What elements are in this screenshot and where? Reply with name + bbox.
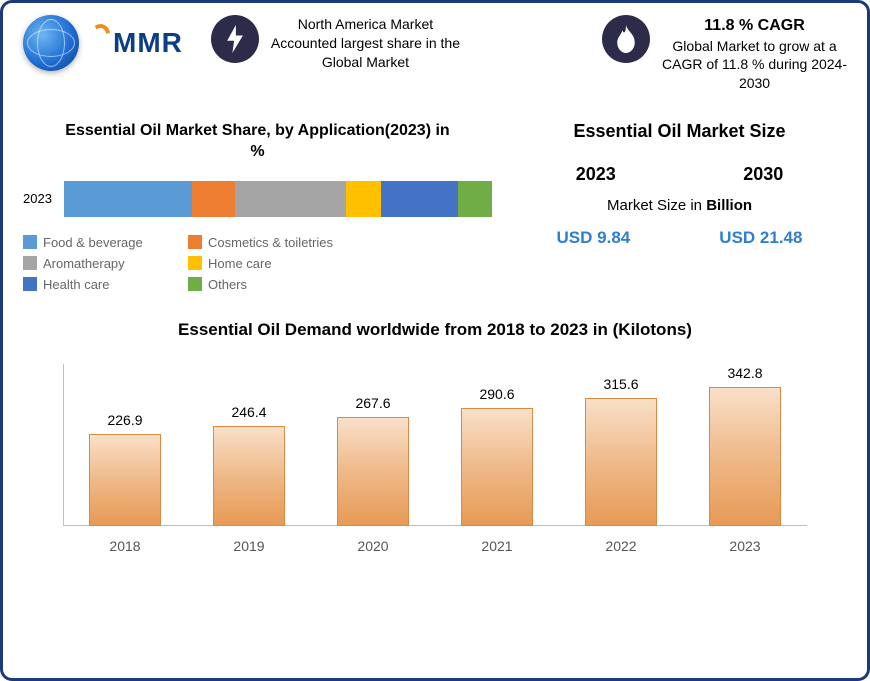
bar-column: 246.4 — [204, 404, 294, 526]
legend-label: Aromatherapy — [43, 256, 125, 271]
size-year-a: 2023 — [576, 164, 616, 185]
bar-value-label: 267.6 — [355, 395, 390, 411]
legend-label: Food & beverage — [43, 235, 143, 250]
bar — [461, 408, 533, 526]
bar — [709, 387, 781, 526]
legend-swatch — [188, 256, 202, 270]
stacked-bar — [64, 181, 492, 217]
legend-swatch — [188, 277, 202, 291]
cagr-sub1: Global Market to grow at a — [662, 37, 847, 56]
demand-title: Essential Oil Demand worldwide from 2018… — [23, 320, 847, 340]
na-market-text: North America Market Accounted largest s… — [271, 15, 460, 72]
cagr-block: 11.8 % CAGR Global Market to grow at a C… — [602, 15, 847, 93]
stacked-segment — [235, 181, 346, 217]
legend-swatch — [23, 235, 37, 249]
x-labels: 2018 2019 2020 2021 2022 2023 — [63, 538, 807, 554]
bar-column: 267.6 — [328, 395, 418, 525]
legend-label: Health care — [43, 277, 109, 292]
legend-label: Others — [208, 277, 247, 292]
bar — [213, 426, 285, 526]
bar-column: 342.8 — [700, 365, 790, 526]
bolt-icon — [211, 15, 259, 63]
size-sub-prefix: Market Size in — [607, 197, 706, 214]
cagr-sub3: 2030 — [662, 74, 847, 93]
stacked-year-label: 2023 — [23, 191, 52, 206]
x-tick-label: 2021 — [452, 538, 542, 554]
bar-value-label: 315.6 — [603, 376, 638, 392]
stacked-segment — [192, 181, 235, 217]
stacked-bar-row: 2023 — [23, 181, 492, 217]
stacked-segment — [381, 181, 458, 217]
demand-chart: 226.9246.4267.6290.6315.6342.8 201820192… — [63, 364, 807, 554]
share-title-line2: % — [23, 142, 492, 163]
demand-panel: Essential Oil Demand worldwide from 2018… — [23, 320, 847, 554]
bar-value-label: 226.9 — [107, 412, 142, 428]
legend-item: Food & beverage — [23, 235, 178, 250]
mmr-logo: MMR — [23, 15, 183, 71]
legend-item: Others — [188, 277, 343, 292]
na-line2: Accounted largest share in the — [271, 34, 460, 53]
x-tick-label: 2019 — [204, 538, 294, 554]
market-size-panel: Essential Oil Market Size 2023 2030 Mark… — [512, 121, 847, 292]
legend-item: Health care — [23, 277, 178, 292]
swoosh-icon — [83, 23, 109, 63]
mid-row: Essential Oil Market Share, by Applicati… — [23, 121, 847, 292]
legend-item: Home care — [188, 256, 343, 271]
legend-swatch — [188, 235, 202, 249]
size-val-a: USD 9.84 — [557, 228, 631, 248]
size-val-b: USD 21.48 — [719, 228, 802, 248]
na-market-block: North America Market Accounted largest s… — [211, 15, 460, 72]
na-line1: North America Market — [271, 15, 460, 34]
cagr-title: 11.8 % CAGR — [662, 15, 847, 37]
cagr-sub2: CAGR of 11.8 % during 2024- — [662, 55, 847, 74]
legend-swatch — [23, 277, 37, 291]
size-sub-bold: Billion — [706, 197, 752, 214]
market-share-panel: Essential Oil Market Share, by Applicati… — [23, 121, 492, 292]
share-chart-title: Essential Oil Market Share, by Applicati… — [23, 121, 492, 163]
bar — [337, 417, 409, 525]
na-line3: Global Market — [271, 53, 460, 72]
legend-swatch — [23, 256, 37, 270]
legend-label: Cosmetics & toiletries — [208, 235, 333, 250]
x-tick-label: 2023 — [700, 538, 790, 554]
legend-label: Home care — [208, 256, 272, 271]
x-tick-label: 2022 — [576, 538, 666, 554]
share-legend: Food & beverage Cosmetics & toiletries Aro… — [23, 235, 492, 292]
header-row: MMR North America Market Accounted large… — [23, 15, 847, 93]
bar-value-label: 290.6 — [479, 386, 514, 402]
bar — [585, 398, 657, 526]
size-values: USD 9.84 USD 21.48 — [512, 228, 847, 248]
x-tick-label: 2020 — [328, 538, 418, 554]
logo-text: MMR — [113, 27, 183, 59]
bar-column: 315.6 — [576, 376, 666, 526]
globe-icon — [23, 15, 79, 71]
share-title-line1: Essential Oil Market Share, by Applicati… — [23, 121, 492, 142]
bars-container: 226.9 246.4 267.6 290.6 315.6 342.8 — [63, 364, 807, 526]
flame-icon — [602, 15, 650, 63]
legend-item: Cosmetics & toiletries — [188, 235, 343, 250]
size-title: Essential Oil Market Size — [512, 121, 847, 142]
legend-item: Aromatherapy — [23, 256, 178, 271]
size-subtitle: Market Size in Billion — [512, 197, 847, 214]
bar-column: 226.9 — [80, 412, 170, 526]
size-year-b: 2030 — [743, 164, 783, 185]
size-years: 2023 2030 — [512, 164, 847, 185]
bar-value-label: 246.4 — [231, 404, 266, 420]
stacked-segment — [458, 181, 492, 217]
bar-column: 290.6 — [452, 386, 542, 526]
x-tick-label: 2018 — [80, 538, 170, 554]
stacked-segment — [346, 181, 380, 217]
bar-value-label: 342.8 — [727, 365, 762, 381]
cagr-text: 11.8 % CAGR Global Market to grow at a C… — [662, 15, 847, 93]
stacked-segment — [64, 181, 192, 217]
bar — [89, 434, 161, 526]
